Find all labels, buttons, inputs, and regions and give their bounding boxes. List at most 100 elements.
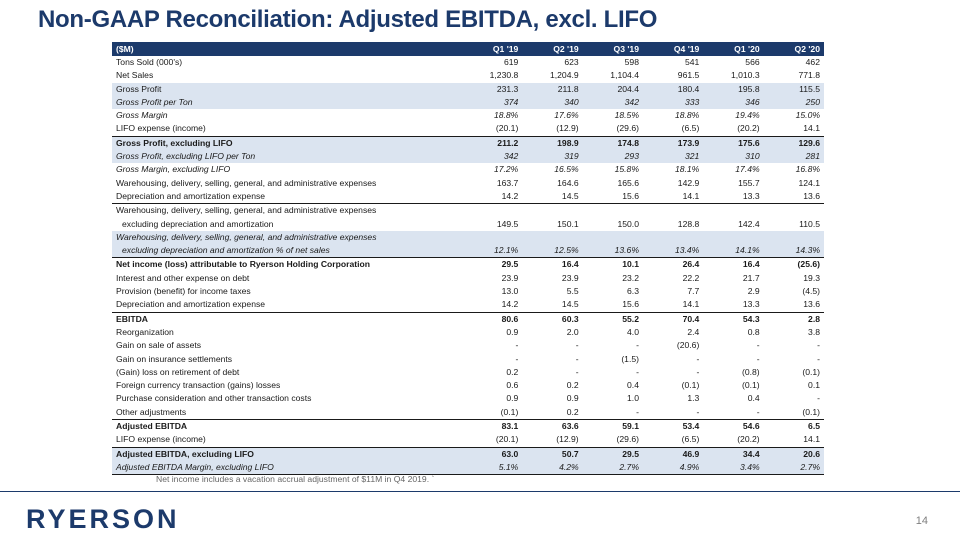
cell: 180.4 — [642, 82, 704, 96]
cell: 142.4 — [738, 218, 760, 229]
column-header: Q3 '19 — [582, 42, 643, 56]
cell: 2.7% — [763, 460, 824, 476]
cell: 2.0 — [566, 326, 579, 337]
cell: (20.1) — [495, 434, 519, 445]
cell: 13.6 — [763, 189, 824, 205]
cell: (12.9) — [556, 123, 579, 134]
cell: 4.0 — [627, 326, 639, 337]
table-row: Gross Profit, excluding LIFO 211.2 198.9… — [112, 135, 824, 151]
cell: 4.2% — [522, 460, 583, 476]
cell: 0.6 — [506, 380, 519, 391]
cell: 19.4% — [735, 110, 760, 121]
cell: 29.5 — [582, 446, 643, 461]
cell: 281 — [763, 150, 824, 164]
cell: 22.2 — [682, 272, 700, 283]
cell: (1.5) — [621, 353, 639, 364]
cell: 83.1 — [501, 421, 519, 432]
cell: 16.5% — [554, 164, 579, 175]
cell: 3.8 — [808, 326, 820, 337]
row-label: Depreciation and amortization expense — [112, 298, 462, 313]
cell: 1,010.3 — [730, 70, 760, 81]
cell: 21.7 — [742, 272, 760, 283]
cell: 6.3 — [627, 286, 639, 297]
row-label: Warehousing, delivery, selling, general,… — [116, 177, 377, 188]
cell: 150.1 — [557, 218, 579, 229]
cell: 6.5 — [808, 421, 820, 432]
cell: 174.8 — [582, 135, 643, 151]
cell: 55.2 — [622, 313, 639, 324]
cell: 0.2 — [506, 366, 519, 377]
cell: 15.8% — [614, 164, 639, 175]
cell: (0.1) — [462, 405, 523, 421]
cell: 17.4% — [735, 164, 760, 175]
cell: 13.3 — [703, 189, 764, 205]
cell: 14.5 — [522, 298, 583, 313]
table-row: Warehousing, delivery, selling, general,… — [112, 177, 824, 190]
column-header: Q4 '19 — [642, 42, 704, 56]
cell: - — [575, 366, 579, 377]
cell: 20.6 — [763, 446, 824, 461]
row-label: Adjusted EBITDA, excluding LIFO — [112, 446, 462, 461]
cell: (20.2) — [737, 123, 760, 134]
cell: 29.5 — [462, 257, 523, 272]
cell: - — [575, 340, 579, 351]
column-header: Q1 '20 — [703, 42, 764, 56]
table-row: Adjusted EBITDA Margin, excluding LIFO 5… — [112, 460, 824, 476]
cell: 0.9 — [506, 393, 519, 404]
cell: 18.8% — [493, 110, 519, 121]
cell: 0.1 — [808, 380, 820, 391]
cell: 63.0 — [462, 446, 523, 461]
ryerson-logo: RYERSON — [26, 504, 180, 534]
cell: 0.9 — [506, 326, 519, 337]
cell: 14.1 — [803, 434, 820, 445]
table-row: Purchase consideration and other transac… — [112, 392, 824, 405]
cell: 2.9 — [747, 286, 760, 297]
cell: 128.8 — [677, 218, 700, 229]
row-label: Adjusted EBITDA Margin, excluding LIFO — [112, 460, 462, 476]
table-row: Foreign currency transaction (gains) los… — [112, 379, 824, 392]
cell: (25.6) — [763, 257, 824, 272]
cell: 598 — [624, 57, 639, 67]
cell: 342 — [582, 95, 643, 110]
cell: 0.8 — [747, 326, 760, 337]
table-row: Reorganization 0.9 2.0 4.0 2.4 0.8 3.8 — [112, 326, 824, 339]
cell: 462 — [805, 57, 820, 67]
cell: 961.5 — [677, 70, 700, 81]
cell: 15.0% — [795, 110, 820, 121]
cell: 23.9 — [501, 272, 519, 283]
table-row: Gross Profit, excluding LIFO per Ton 342… — [112, 150, 824, 164]
table-row: Adjusted EBITDA, excluding LIFO 63.0 50.… — [112, 446, 824, 461]
table-row: Tons Sold (000's) 619 623 598 541 566 46… — [112, 56, 824, 69]
table-row: Provision (benefit) for income taxes 13.… — [112, 285, 824, 298]
table-row: Net Sales 1,230.8 1,204.9 1,104.4 961.5 … — [112, 69, 824, 82]
cell: 211.8 — [522, 82, 583, 96]
cell: 2.8 — [808, 313, 820, 324]
row-label: Adjusted EBITDA — [116, 421, 188, 432]
slide-title: Non-GAAP Reconciliation: Adjusted EBITDA… — [38, 6, 658, 33]
cell: 13.0 — [501, 286, 519, 297]
cell: 14.2 — [462, 189, 523, 205]
cell: 198.9 — [522, 135, 583, 151]
cell: (0.8) — [741, 366, 760, 377]
column-header: Q2 '19 — [522, 42, 583, 56]
cell: 16.4 — [522, 257, 583, 272]
cell: 0.2 — [566, 380, 579, 391]
cell: 163.7 — [496, 177, 519, 188]
cell: - — [756, 340, 760, 351]
cell: 14.1% — [703, 244, 764, 258]
column-header: Q2 '20 — [763, 42, 824, 56]
cell: (12.9) — [556, 434, 579, 445]
cell: 13.6% — [582, 244, 643, 258]
row-label: Warehousing, delivery, selling, general,… — [116, 205, 377, 216]
row-label: Interest and other expense on debt — [116, 272, 250, 283]
cell: 14.5 — [522, 189, 583, 205]
reconciliation-table: ($M) Q1 '19 Q2 '19 Q3 '19 Q4 '19 Q1 '20 … — [112, 42, 824, 476]
row-label: Gain on sale of assets — [116, 340, 202, 351]
footer-divider — [0, 491, 960, 492]
cell: (0.1) — [741, 380, 760, 391]
table-row: Interest and other expense on debt 23.9 … — [112, 272, 824, 285]
cell: 204.4 — [582, 82, 643, 96]
cell: - — [696, 366, 700, 377]
cell: 124.1 — [798, 177, 820, 188]
cell: 0.9 — [566, 393, 579, 404]
